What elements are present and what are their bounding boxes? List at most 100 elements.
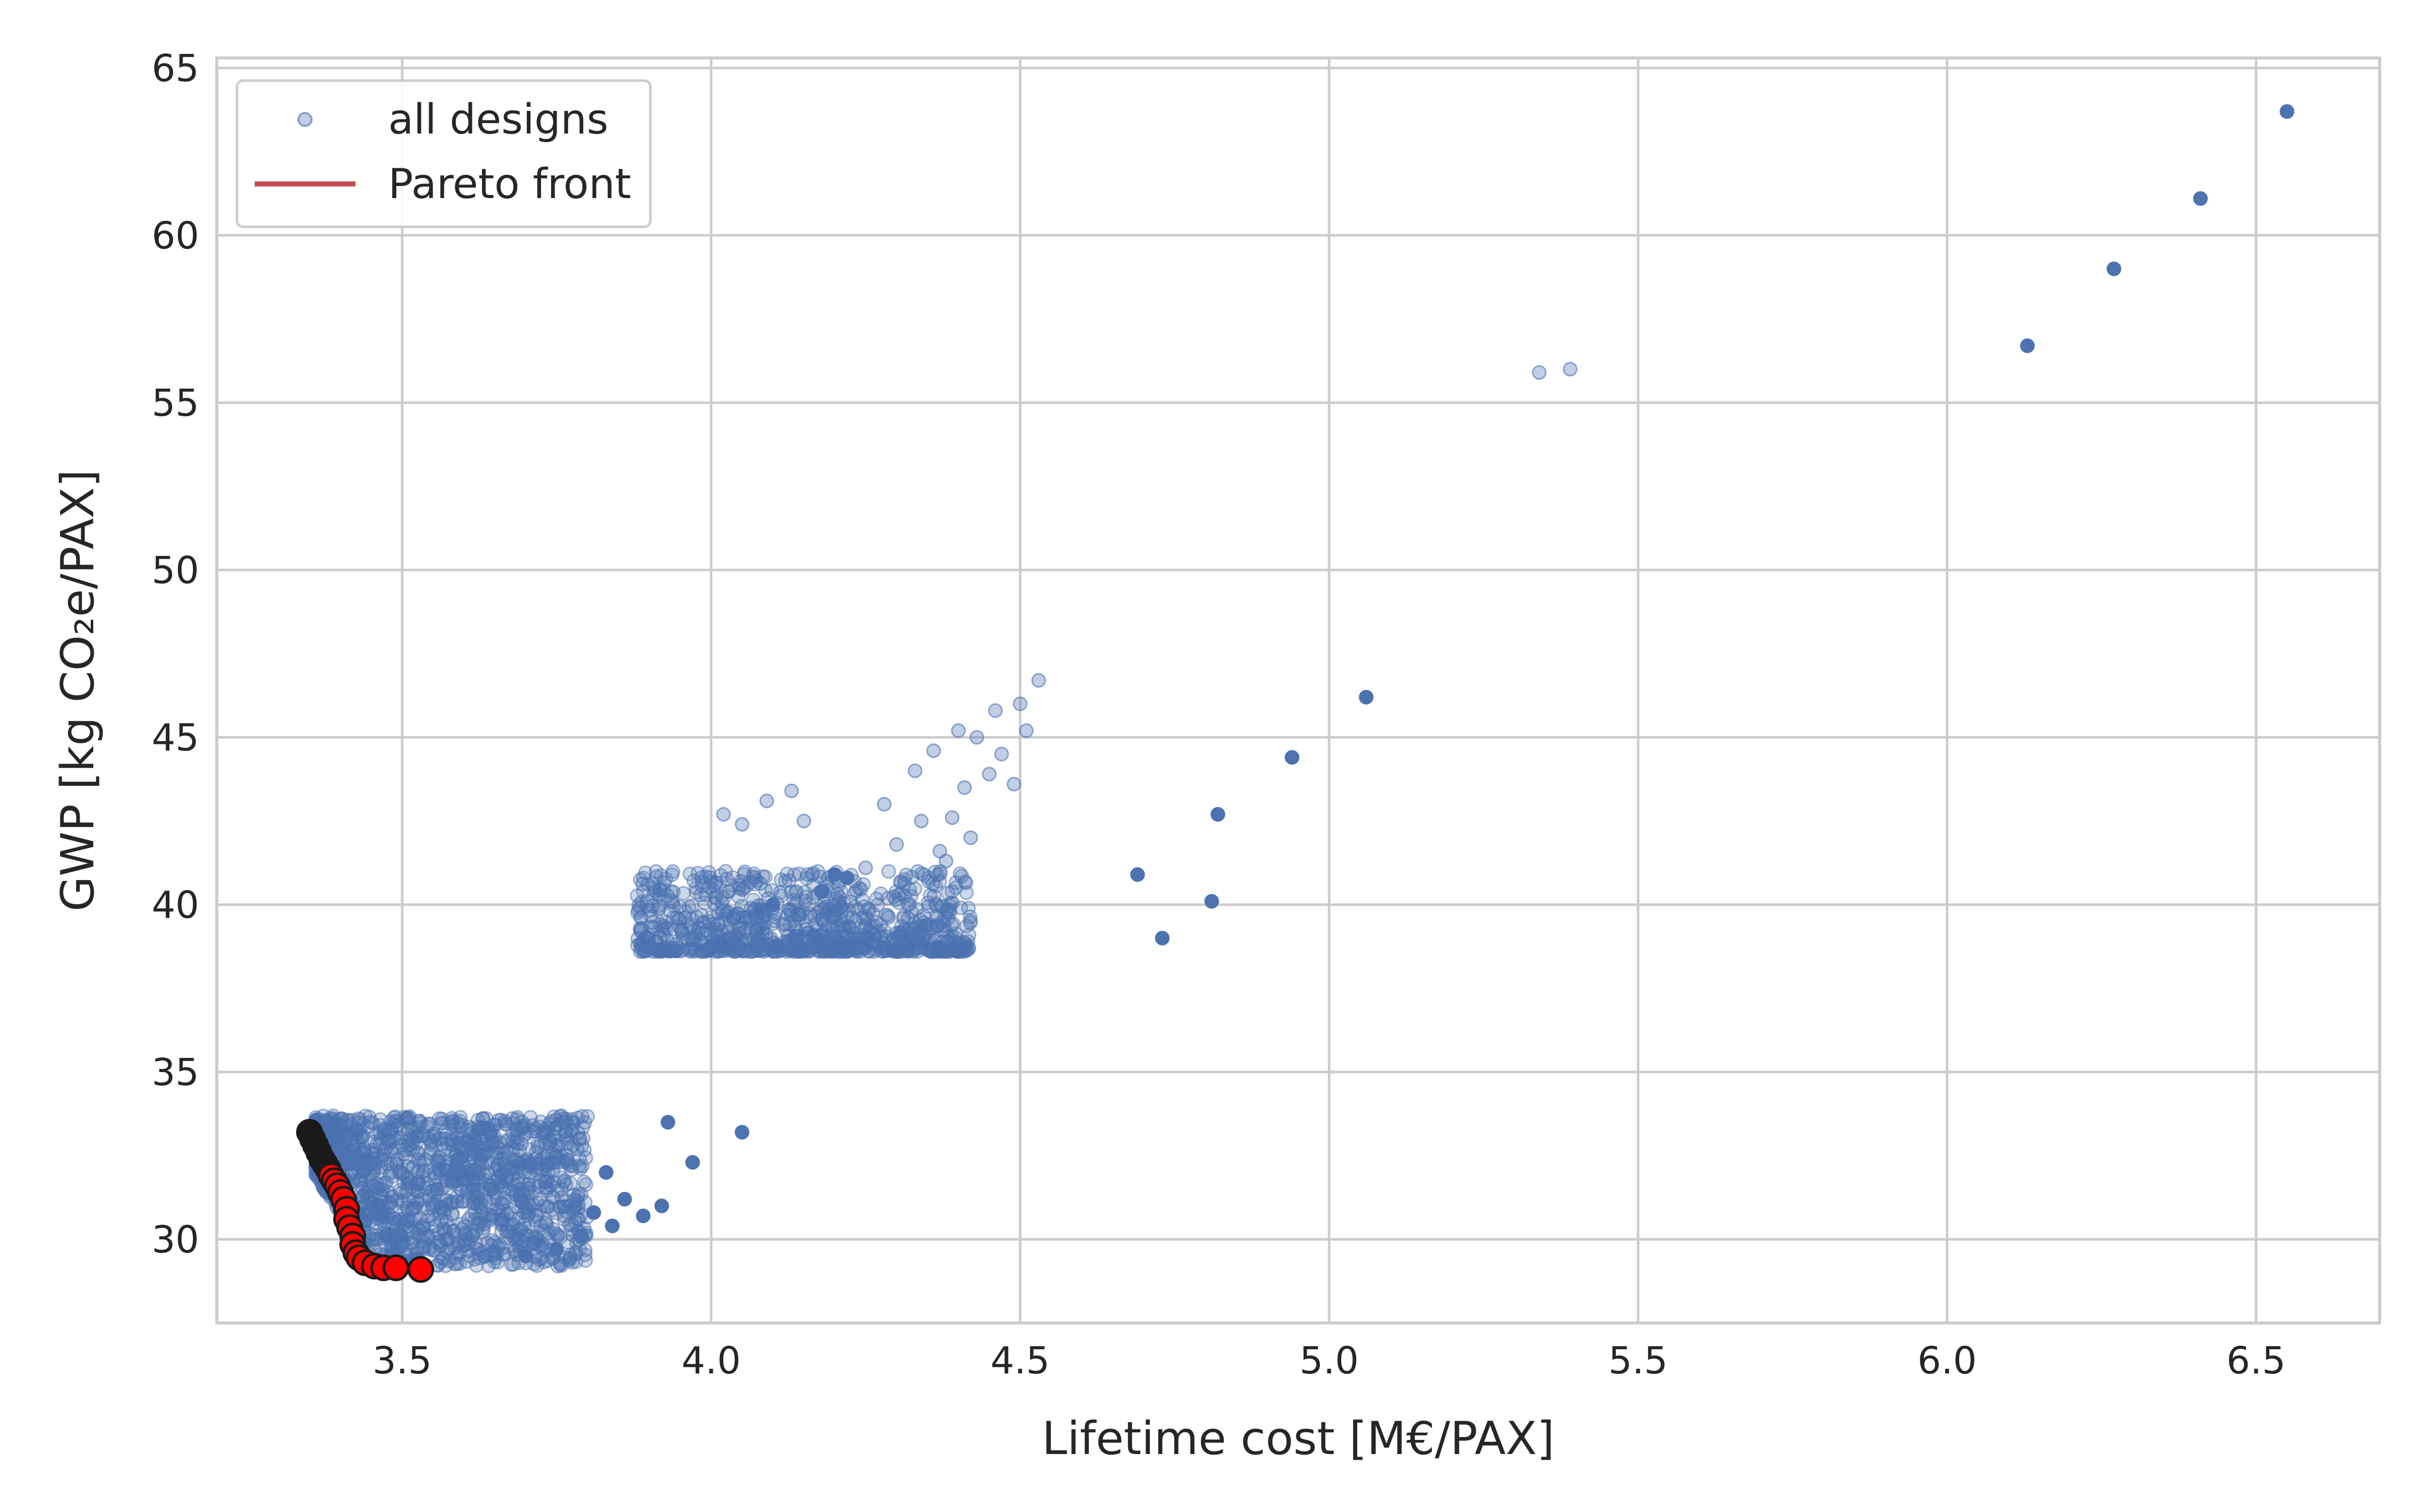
- design-point: [799, 871, 814, 886]
- design-point: [839, 870, 855, 886]
- design-point: [374, 1188, 389, 1204]
- design-point: [505, 1111, 520, 1126]
- design-point: [792, 908, 807, 923]
- design-point: [822, 943, 837, 959]
- design-point: [871, 924, 886, 939]
- design-point: [381, 1132, 396, 1148]
- design-point: [719, 941, 734, 957]
- design-point: [369, 1231, 384, 1246]
- y-tick-label: 35: [152, 1051, 199, 1094]
- design-point: [500, 1134, 515, 1149]
- design-point: [635, 876, 650, 892]
- y-tick-label: 60: [152, 214, 199, 258]
- design-point: [830, 921, 845, 936]
- y-tick-label: 50: [152, 549, 199, 592]
- design-point: [562, 1199, 577, 1214]
- design-point: [518, 1248, 533, 1264]
- design-point: [900, 911, 916, 926]
- design-point: [515, 1234, 530, 1249]
- design-point: [918, 917, 933, 932]
- design-point: [522, 1198, 537, 1213]
- design-point: [369, 1151, 384, 1166]
- design-point: [1031, 673, 1046, 688]
- design-point: [495, 1240, 510, 1255]
- x-tick-labels: 3.5 4.0 4.5 5.0 5.5 6.0 6.5: [373, 1339, 2286, 1382]
- x-tick-label: 4.5: [991, 1339, 1050, 1382]
- pareto-point: [382, 1254, 409, 1281]
- y-axis-label: GWP [kg CO₂e/PAX]: [51, 470, 104, 912]
- design-point: [617, 1191, 632, 1207]
- design-point: [549, 1242, 564, 1257]
- design-point: [861, 943, 876, 959]
- design-point: [562, 1251, 577, 1266]
- design-point: [386, 1211, 401, 1226]
- design-point: [683, 866, 698, 881]
- design-point: [765, 897, 780, 912]
- design-point: [402, 1138, 417, 1153]
- design-point: [970, 730, 985, 745]
- design-point: [654, 1199, 670, 1214]
- design-point: [706, 884, 721, 899]
- design-point: [509, 1199, 524, 1214]
- design-point: [691, 920, 706, 935]
- design-point: [802, 897, 817, 912]
- design-point: [926, 743, 941, 759]
- design-point: [550, 1258, 565, 1274]
- design-point: [660, 1115, 676, 1130]
- design-point: [1562, 362, 1578, 377]
- design-point: [921, 899, 936, 914]
- design-point: [921, 873, 936, 889]
- design-point: [386, 1242, 401, 1257]
- x-tick-label: 4.0: [682, 1339, 741, 1382]
- design-point: [331, 1130, 346, 1146]
- pareto-point: [407, 1256, 434, 1283]
- design-point: [819, 899, 834, 914]
- design-point: [994, 746, 1009, 762]
- design-point: [731, 889, 746, 904]
- design-point: [877, 797, 892, 812]
- design-point: [649, 869, 664, 885]
- design-point: [897, 889, 912, 904]
- design-point: [334, 1118, 349, 1133]
- design-point: [747, 870, 762, 886]
- design-point: [479, 1155, 495, 1170]
- design-point: [796, 813, 811, 829]
- design-point: [982, 767, 997, 782]
- design-point: [773, 872, 789, 888]
- design-point: [443, 1194, 458, 1209]
- design-point: [509, 1165, 524, 1180]
- design-point: [367, 1134, 382, 1149]
- x-tick-label: 6.5: [2226, 1339, 2286, 1382]
- design-point: [2106, 261, 2122, 276]
- design-point: [356, 1146, 371, 1161]
- design-point: [1130, 867, 1145, 882]
- design-point: [473, 1121, 488, 1136]
- design-point: [446, 1168, 461, 1183]
- design-point: [430, 1235, 445, 1250]
- y-tick-label: 55: [152, 382, 199, 425]
- design-point: [604, 1218, 620, 1233]
- design-point: [767, 913, 782, 928]
- design-point: [1155, 930, 1170, 946]
- all-designs-series: [308, 104, 2294, 1274]
- design-point: [656, 882, 672, 897]
- design-point: [959, 885, 974, 900]
- design-point: [495, 1213, 510, 1228]
- design-point: [444, 1111, 459, 1126]
- design-point: [666, 911, 681, 926]
- design-point: [894, 944, 910, 959]
- design-point: [486, 1137, 501, 1152]
- design-point: [963, 830, 978, 845]
- design-point: [739, 910, 754, 925]
- design-point: [564, 1162, 579, 1177]
- design-point: [936, 922, 951, 937]
- design-point: [881, 864, 896, 879]
- design-point: [851, 902, 866, 917]
- design-point: [434, 1130, 449, 1146]
- design-point: [577, 1174, 592, 1189]
- design-point: [808, 917, 823, 932]
- legend: all designs Pareto front: [235, 79, 652, 228]
- design-point: [702, 942, 717, 958]
- design-point: [494, 1151, 509, 1166]
